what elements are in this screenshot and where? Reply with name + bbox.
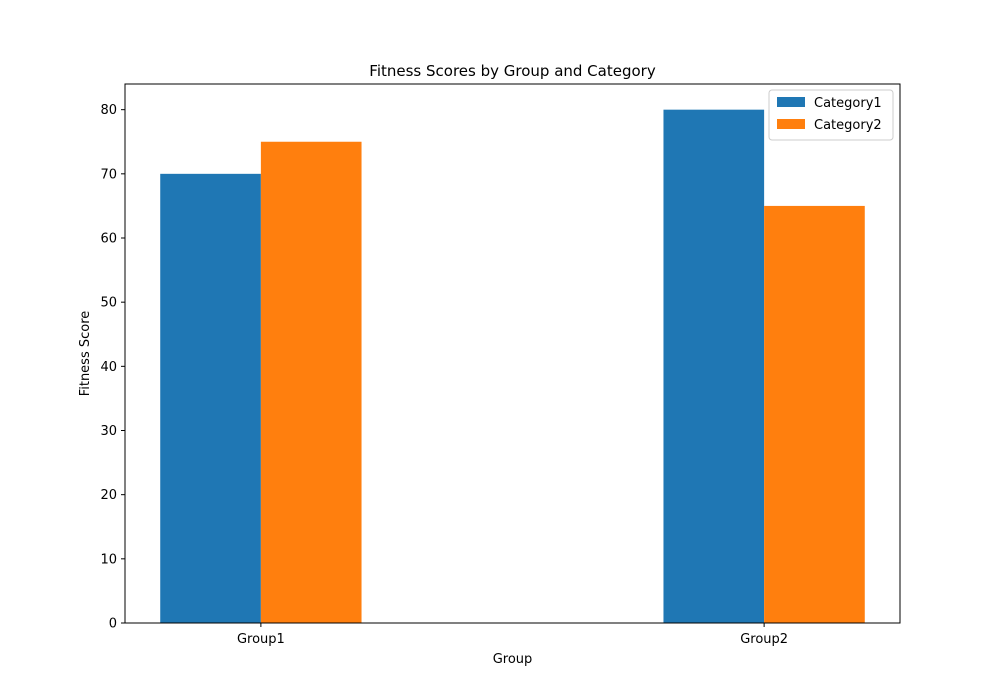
y-tick-label: 50 xyxy=(100,296,117,311)
y-tick-label: 0 xyxy=(109,617,117,632)
x-tick-label: Group2 xyxy=(740,632,788,647)
x-axis-label: Group xyxy=(493,652,533,667)
bar-category1-group1 xyxy=(160,173,261,623)
legend: Category1 Category2 xyxy=(768,89,894,141)
y-tick-label: 60 xyxy=(100,232,117,247)
legend-label: Category1 xyxy=(814,96,882,111)
y-tick-label: 70 xyxy=(100,167,117,182)
y-tick-label: 80 xyxy=(100,103,117,118)
y-tick-label: 20 xyxy=(100,488,117,503)
y-axis: 0 10 20 30 40 50 60 70 80 xyxy=(100,103,125,632)
plot-frame xyxy=(124,83,901,624)
chart-title: Fitness Scores by Group and Category xyxy=(369,62,656,80)
y-axis-label: Fitness Score xyxy=(78,311,93,397)
bar-category2-group2 xyxy=(764,205,865,624)
y-tick-label: 10 xyxy=(100,552,117,567)
legend-swatch xyxy=(777,119,805,129)
bar-category2-group1 xyxy=(260,141,362,623)
x-axis: Group1 Group2 xyxy=(237,623,788,647)
legend-label: Category2 xyxy=(814,118,882,133)
legend-swatch xyxy=(777,97,805,107)
y-tick-label: 30 xyxy=(100,424,117,439)
bar-category1-group2 xyxy=(663,109,765,624)
y-tick-label: 40 xyxy=(100,360,117,375)
bars-layer xyxy=(160,109,865,624)
x-tick-label: Group1 xyxy=(237,632,285,647)
